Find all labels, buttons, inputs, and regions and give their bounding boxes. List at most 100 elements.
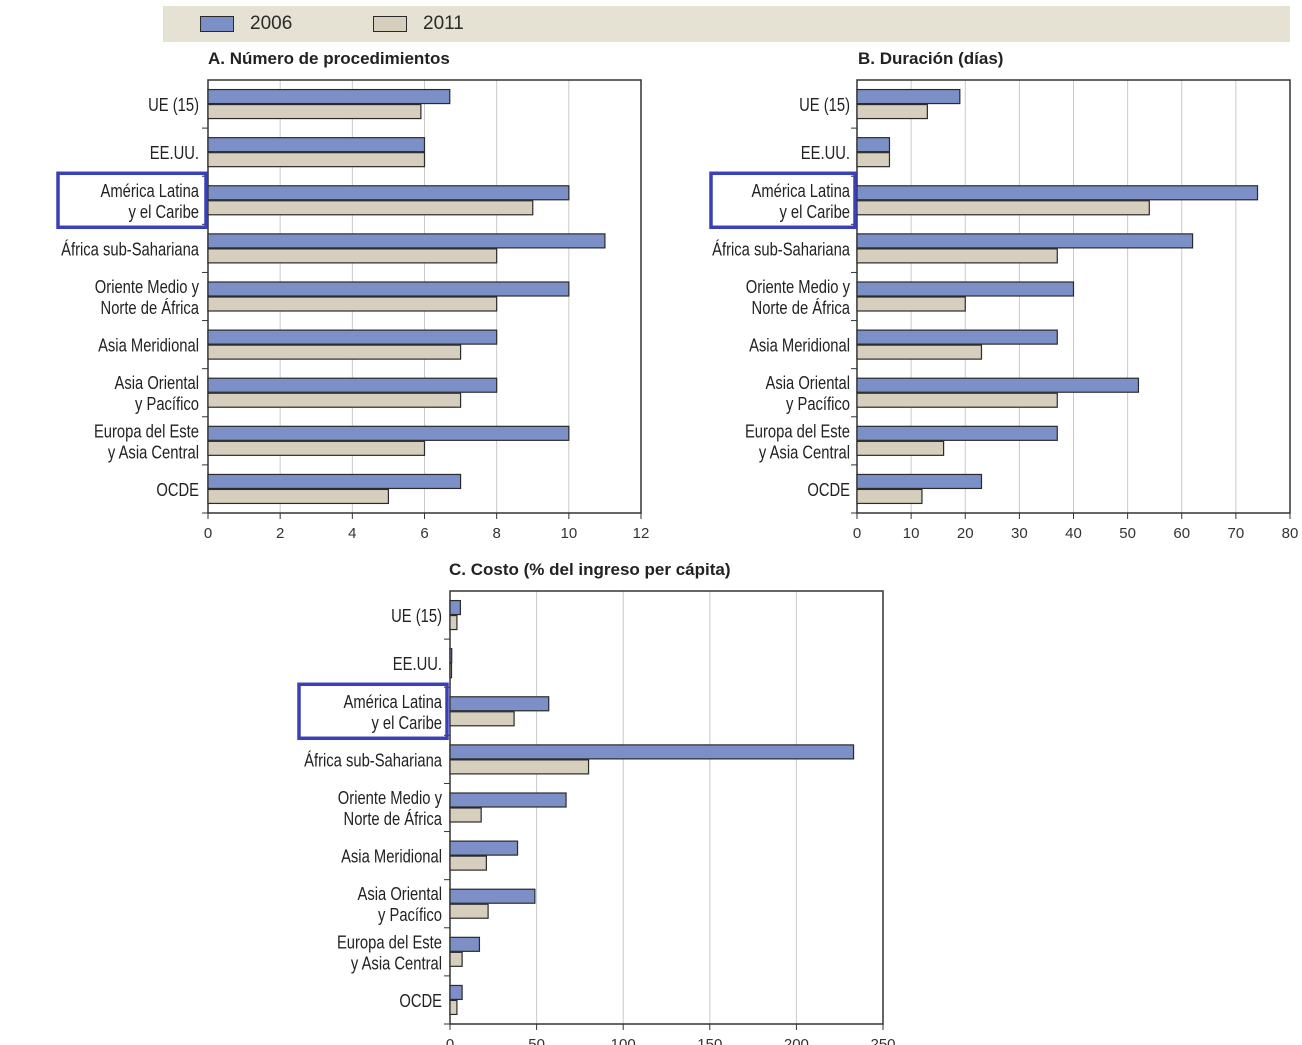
bar-2011-1 (207, 152, 426, 168)
category-label: y Asia Central (759, 442, 850, 462)
category-label: y Pacífico (786, 394, 850, 414)
bar-2006-8 (207, 473, 462, 490)
category-label: Asia Oriental (358, 884, 442, 904)
category-label: Oriente Medio y (95, 277, 199, 297)
category-label: Norte de África (752, 298, 851, 318)
bar-2011-6 (856, 392, 1058, 408)
category-label: UE (15) (148, 95, 199, 115)
bar-2011-8 (856, 488, 923, 505)
bar-2006-2 (207, 185, 570, 201)
bar-2011-8 (207, 488, 390, 505)
category-label: y el Caribe (779, 202, 850, 222)
category-label: Asia Oriental (115, 373, 199, 393)
x-tick-label: 4 (348, 525, 356, 542)
category-label: UE (15) (391, 606, 442, 626)
bar-2011-6 (207, 392, 462, 408)
bar-2006-0 (207, 88, 451, 105)
x-tick-label: 8 (492, 525, 500, 542)
category-label: América Latina (752, 181, 851, 201)
bar-2006-2 (449, 696, 550, 712)
chart-panel-1: B. Duración (días) 0 10 20 30 40 50 60 70 80 UE (1… (709, 49, 1299, 542)
category-label: UE (15) (799, 95, 850, 115)
bar-2006-6 (207, 377, 498, 393)
x-tick-label: 250 (870, 1036, 895, 1045)
category-label: EE.UU. (150, 143, 199, 163)
bar-2006-1 (207, 137, 426, 153)
bar-2011-0 (856, 103, 928, 120)
bar-2006-6 (856, 377, 1140, 393)
x-tick-label: 6 (420, 525, 428, 542)
category-label: Oriente Medio y (746, 277, 850, 297)
bar-2006-4 (856, 281, 1075, 297)
bar-2006-2 (856, 185, 1259, 201)
category-label: América Latina (344, 692, 443, 712)
category-label: Asia Meridional (749, 336, 850, 356)
bar-2011-0 (207, 103, 422, 120)
bar-2006-0 (856, 88, 961, 105)
category-label: África sub-Sahariana (712, 239, 851, 259)
bar-2006-3 (856, 233, 1194, 249)
legend-item-2006: 2006 (200, 12, 292, 36)
category-label: Europa del Este (337, 932, 442, 952)
bar-2006-1 (856, 137, 891, 153)
bar-2006-8 (449, 984, 463, 1001)
bar-2011-7 (207, 440, 426, 456)
bar-2011-4 (856, 296, 966, 312)
legend: 2006 2011 (163, 6, 1290, 42)
x-tick-label: 60 (1173, 525, 1190, 542)
bar-2006-6 (449, 888, 536, 904)
bar-2006-4 (449, 792, 567, 808)
legend-label-2006: 2006 (250, 13, 293, 34)
category-label: y Asia Central (351, 953, 442, 973)
category-label: África sub-Sahariana (304, 750, 443, 770)
bar-2006-8 (856, 473, 983, 490)
category-label: América Latina (101, 181, 200, 201)
bar-2006-3 (207, 233, 606, 249)
bar-2011-1 (856, 152, 891, 168)
x-tick-label: 70 (1228, 525, 1245, 542)
category-label: África sub-Sahariana (61, 239, 200, 259)
bar-2011-4 (207, 296, 498, 312)
chart-title: C. Costo (% del ingreso per cápita) (449, 560, 731, 579)
category-label: Norte de África (344, 809, 443, 829)
chart-title: A. Número de procedimientos (208, 49, 450, 68)
x-tick-label: 150 (697, 1036, 722, 1045)
bar-2011-7 (856, 440, 945, 456)
category-label: y el Caribe (371, 713, 442, 733)
chart-title: B. Duración (días) (858, 49, 1003, 68)
highlight-box (709, 171, 857, 230)
bar-2006-3 (449, 744, 855, 760)
legend-label-2011: 2011 (423, 13, 464, 34)
legend-swatch-2006 (200, 16, 234, 32)
x-tick-label: 30 (1011, 525, 1028, 542)
bar-2006-7 (856, 425, 1058, 441)
category-label: EE.UU. (393, 654, 442, 674)
x-tick-label: 50 (528, 1036, 545, 1045)
x-tick-label: 12 (633, 525, 650, 542)
x-tick-label: 200 (784, 1036, 809, 1045)
x-tick-label: 20 (957, 525, 974, 542)
x-tick-label: 0 (204, 525, 212, 542)
bar-2011-2 (856, 200, 1150, 216)
highlight-box (297, 682, 449, 741)
category-label: Europa del Este (94, 421, 199, 441)
bar-2006-1 (449, 648, 453, 664)
x-tick-label: 0 (446, 1036, 454, 1045)
bar-2011-5 (856, 344, 983, 360)
bar-2011-1 (449, 663, 453, 679)
legend-swatch-2011 (373, 16, 407, 32)
x-tick-label: 100 (611, 1036, 636, 1045)
category-label: Norte de África (101, 298, 200, 318)
bar-2006-5 (207, 329, 498, 345)
category-label: OCDE (807, 480, 850, 500)
bar-2011-0 (449, 614, 458, 631)
x-tick-label: 80 (1282, 525, 1299, 542)
bar-2006-5 (449, 840, 519, 856)
category-label: Europa del Este (745, 421, 850, 441)
bar-2011-7 (449, 951, 463, 967)
category-label: y el Caribe (128, 202, 199, 222)
bar-2006-7 (207, 425, 570, 441)
chart-panel-2: C. Costo (% del ingreso per cápita) 0 50 10… (297, 560, 896, 1045)
category-label: Asia Meridional (98, 336, 199, 356)
